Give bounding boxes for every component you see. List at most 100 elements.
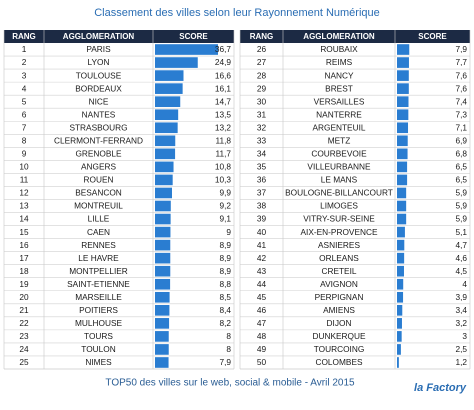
city-cell: BORDEAUX	[75, 83, 122, 93]
score-cell: 13,5	[215, 109, 232, 119]
rank-cell: 30	[257, 96, 267, 106]
score-bar	[155, 96, 181, 107]
city-cell: VERSAILLES	[314, 96, 365, 106]
score-bar	[397, 357, 399, 368]
rank-cell: 48	[257, 331, 267, 341]
score-cell: 3,4	[455, 305, 467, 315]
score-cell: 7,4	[455, 96, 467, 106]
rank-cell: 11	[20, 175, 29, 185]
rank-cell: 6	[22, 109, 27, 119]
city-cell: PARIS	[86, 44, 111, 54]
score-bar	[155, 239, 171, 251]
score-bar	[397, 174, 408, 186]
score-bar	[155, 357, 169, 368]
rank-cell: 12	[19, 188, 29, 198]
score-bar	[397, 83, 409, 94]
score-cell: 7,9	[455, 44, 467, 54]
score-bar	[397, 57, 409, 68]
rank-cell: 19	[19, 279, 29, 289]
rank-cell: 10	[19, 162, 29, 172]
score-bar	[155, 70, 184, 81]
score-cell: 6,5	[455, 162, 467, 172]
header-row	[240, 30, 470, 43]
score-bar	[155, 83, 183, 94]
score-cell: 36,7	[215, 44, 232, 54]
city-cell: TOURCOING	[314, 344, 365, 354]
score-cell: 8,8	[219, 279, 231, 289]
score-cell: 5,9	[455, 214, 467, 224]
city-cell: SAINT-ETIENNE	[67, 279, 130, 289]
score-bar	[397, 109, 409, 121]
rank-cell: 46	[257, 305, 267, 315]
score-bar	[397, 148, 408, 160]
city-cell: ARGENTEUIL	[312, 122, 365, 132]
score-bar	[155, 213, 171, 225]
score-cell: 3,2	[455, 318, 467, 328]
score-bar	[397, 135, 408, 147]
rank-cell: 18	[19, 266, 29, 276]
city-cell: LE MANS	[321, 175, 358, 185]
rank-cell: 20	[19, 292, 29, 302]
rank-cell: 44	[257, 279, 267, 289]
score-bar	[155, 187, 172, 199]
header-row	[4, 30, 234, 43]
score-cell: 4	[462, 279, 467, 289]
score-bar	[397, 239, 405, 251]
rank-cell: 39	[257, 214, 267, 224]
score-bar	[397, 161, 408, 173]
score-bar	[155, 135, 176, 147]
score-cell: 8	[226, 331, 231, 341]
score-bar	[155, 148, 176, 160]
city-cell: ROUEN	[84, 175, 114, 185]
rank-cell: 28	[257, 70, 267, 80]
score-cell: 14,7	[215, 96, 232, 106]
city-cell: LILLE	[88, 214, 110, 224]
header-cell: SCORE	[179, 32, 208, 41]
rank-cell: 34	[257, 149, 267, 159]
score-bar	[397, 122, 409, 134]
rank-cell: 35	[257, 162, 267, 172]
score-cell: 7,6	[455, 70, 467, 80]
rank-cell: 9	[22, 149, 27, 159]
score-bar	[397, 305, 403, 316]
score-bar	[397, 213, 407, 225]
score-cell: 5,9	[455, 188, 467, 198]
rank-cell: 38	[257, 201, 267, 211]
score-bar	[155, 305, 170, 316]
score-cell: 5,9	[455, 201, 467, 211]
city-cell: PERPIGNAN	[315, 292, 364, 302]
rank-cell: 2	[22, 57, 27, 67]
score-bar	[155, 44, 218, 55]
score-bar	[397, 318, 402, 329]
rank-cell: 3	[22, 70, 27, 80]
city-cell: NANCY	[324, 70, 354, 80]
rank-cell: 17	[19, 253, 29, 263]
rank-cell: 41	[257, 240, 267, 250]
score-cell: 7,1	[455, 122, 467, 132]
score-cell: 9,2	[219, 201, 231, 211]
score-bar	[155, 174, 173, 186]
logo: la Factory	[414, 382, 467, 394]
city-cell: ORLEANS	[319, 253, 359, 263]
score-bar	[397, 344, 401, 355]
rank-cell: 15	[19, 227, 29, 237]
rank-cell: 50	[257, 357, 267, 367]
score-cell: 8,2	[219, 318, 231, 328]
city-cell: ANGERS	[81, 162, 117, 172]
rank-cell: 7	[22, 122, 27, 132]
score-cell: 13,2	[215, 122, 232, 132]
rank-cell: 8	[22, 135, 27, 145]
score-bar	[155, 109, 179, 121]
score-cell: 8,4	[219, 305, 231, 315]
rank-cell: 14	[19, 214, 29, 224]
score-cell: 3	[462, 331, 467, 341]
city-cell: LIMOGES	[320, 201, 358, 211]
city-cell: NANTES	[82, 109, 116, 119]
score-bar	[155, 226, 171, 238]
city-cell: METZ	[328, 135, 351, 145]
city-cell: MONTREUIL	[74, 201, 123, 211]
score-cell: 8,9	[219, 253, 231, 263]
score-bar	[155, 252, 171, 264]
city-cell: AMIENS	[323, 305, 355, 315]
footer: TOP50 des villes sur le web, social & mo…	[105, 378, 355, 389]
